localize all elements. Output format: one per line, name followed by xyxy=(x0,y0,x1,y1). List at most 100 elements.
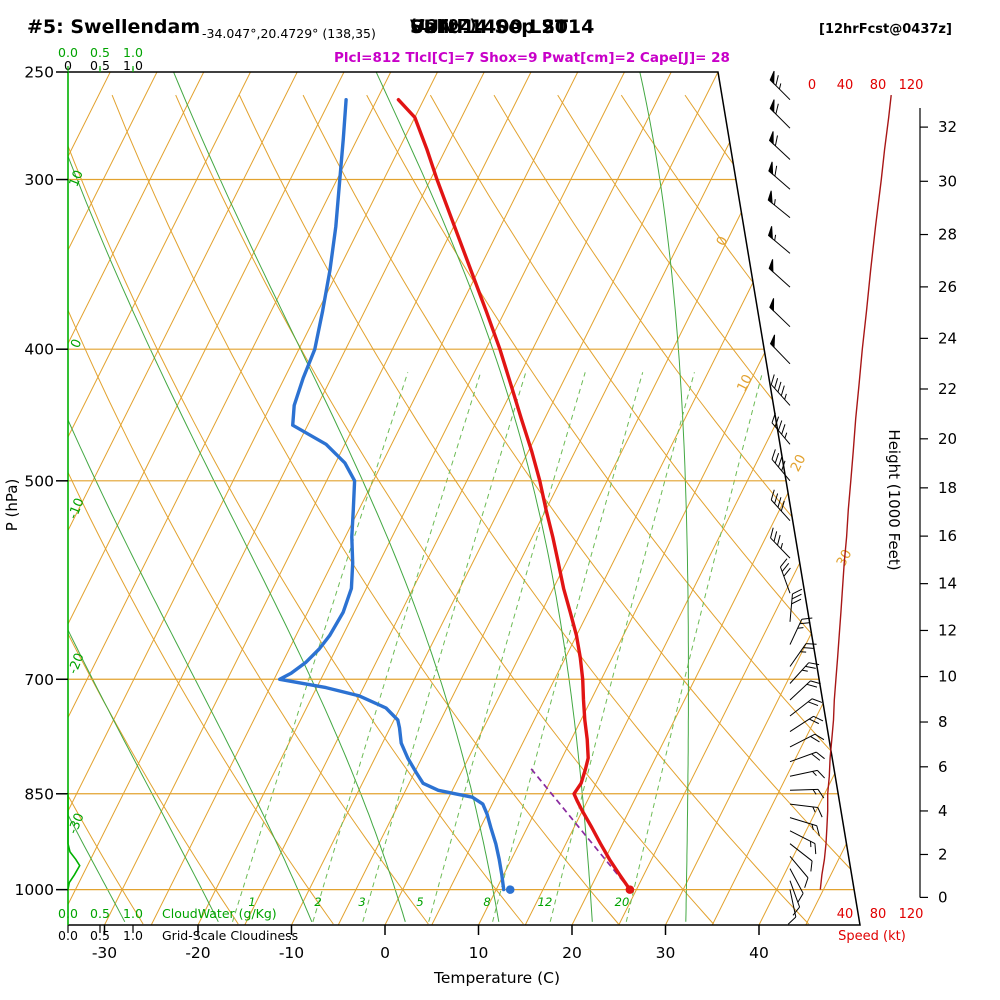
cloudiness-scale-bottom: 0.0 xyxy=(58,928,78,943)
temp-tick-label: 30 xyxy=(656,944,676,962)
wind-barb xyxy=(770,374,791,406)
speed-tick-bottom: 120 xyxy=(899,907,924,922)
wind-barb xyxy=(789,698,823,717)
wind-barb xyxy=(771,412,791,445)
cloudwater-scale-top: 0.0 xyxy=(58,45,78,60)
isotherm-line xyxy=(68,72,251,925)
moist-adiabat-line xyxy=(68,72,406,922)
speed-tick-bottom: 40 xyxy=(837,907,854,922)
wind-barbs xyxy=(767,70,826,925)
temp-tick-label: 10 xyxy=(469,944,489,962)
height-tick-label: 4 xyxy=(938,802,948,820)
moist-adiabat-label: -20 xyxy=(66,651,88,676)
wind-barb xyxy=(768,131,791,160)
dry-adiabat-line xyxy=(684,94,860,925)
height-tick-label: 30 xyxy=(938,172,957,190)
pressure-tick-label: 400 xyxy=(24,341,54,359)
height-tick-label: 24 xyxy=(938,329,957,347)
pressure-tick-label: 850 xyxy=(24,785,54,803)
dry-adiabat-line xyxy=(238,94,809,925)
wind-barb xyxy=(789,843,813,872)
height-tick-label: 6 xyxy=(938,758,948,776)
height-tick-label: 28 xyxy=(938,226,957,244)
isotherm-label: 20 xyxy=(787,452,809,475)
height-tick-label: 14 xyxy=(938,575,957,593)
mixing-ratio-line xyxy=(312,372,482,922)
dry-adiabat-line xyxy=(940,95,1000,924)
wind-barb xyxy=(789,680,821,701)
wind-barb xyxy=(768,161,791,190)
wind-barb xyxy=(789,588,803,622)
mixing-ratio-label: 20 xyxy=(615,895,630,909)
height-tick-label: 16 xyxy=(938,527,957,545)
wind-barb xyxy=(769,99,791,129)
mixing-ratio-label: 2 xyxy=(314,895,321,909)
wind-barb xyxy=(789,769,826,779)
wind-speed-trace xyxy=(819,95,892,890)
dry-adiabat-line xyxy=(429,94,860,925)
pressure-axis-title: P (hPa) xyxy=(3,479,21,532)
mixing-ratio-line xyxy=(625,372,763,922)
isotherm-line xyxy=(524,72,860,925)
mixing-ratio-label: 1 xyxy=(248,895,255,909)
wind-barb xyxy=(767,190,791,218)
trace-layer xyxy=(278,98,632,892)
isotherm-line xyxy=(711,72,860,925)
cloudwater-scale-top: 0.5 xyxy=(90,45,110,60)
speed-tick-top: 120 xyxy=(899,78,924,93)
mixing-ratio-line xyxy=(428,372,586,922)
temp-tick-label: 0 xyxy=(380,944,390,962)
isotherm-line xyxy=(571,72,860,925)
moist-adiabat-label: 0 xyxy=(68,337,85,350)
pressure-axis: 250 300 400 500 700 850 1000 P (hPa) xyxy=(3,64,68,899)
temp-axis-title: Temperature (C) xyxy=(433,969,560,987)
wind-barb xyxy=(789,715,824,733)
wind-barb xyxy=(769,334,791,365)
speed-scale: 0 40 80 120 40 80 120 Speed (kt) xyxy=(808,78,924,944)
isotherm-line xyxy=(337,72,766,925)
height-tick-label: 10 xyxy=(938,668,957,686)
isotherm-line xyxy=(68,72,205,925)
isotherm-line xyxy=(68,72,485,925)
height-tick-label: 2 xyxy=(938,845,948,863)
pressure-tick-label: 700 xyxy=(24,671,54,689)
surface-dewpoint-dot xyxy=(505,885,515,894)
mixing-ratio-label: 12 xyxy=(538,895,553,909)
cloudiness-scale-bottom: 0.5 xyxy=(90,928,110,943)
mixing-ratio-line xyxy=(362,372,527,922)
speed-tick-top: 0 xyxy=(808,78,816,93)
isotherm-line xyxy=(431,72,859,925)
cloudiness-scale-top: 0 xyxy=(64,58,72,73)
height-tick-label: 12 xyxy=(938,621,957,639)
surface-temperature-dot xyxy=(625,885,635,894)
isotherm-line xyxy=(68,72,345,925)
cloudwater-trace xyxy=(67,793,81,890)
wind-barb xyxy=(789,788,825,799)
mixing-ratio-line xyxy=(549,372,695,922)
moist-adiabat-label: -30 xyxy=(66,811,88,836)
height-tick-label: 18 xyxy=(938,479,957,497)
wind-barb xyxy=(789,643,817,667)
valid-lst: Valid 1400 LST xyxy=(410,16,568,38)
wind-barb xyxy=(789,880,801,916)
speed-tick-top: 80 xyxy=(870,78,887,93)
dewpoint-trace xyxy=(278,98,506,892)
isotherm-line xyxy=(618,72,860,925)
dry-adiabat-line xyxy=(302,94,860,925)
isotherm-label: 0 xyxy=(713,234,731,249)
wind-barb xyxy=(767,226,791,254)
height-axis-title: Height (1000 Feet) xyxy=(885,429,903,570)
dry-adiabat-line xyxy=(366,94,860,925)
cloudwater-scale-bottom: 0.5 xyxy=(90,906,110,921)
temp-tick-label: -30 xyxy=(92,944,117,962)
speed-axis-title: Speed (kt) xyxy=(838,929,906,944)
cloudiness-scale-bottom: 1.0 xyxy=(123,928,143,943)
isotherm-line xyxy=(68,72,298,925)
wind-barb xyxy=(789,855,809,888)
station-title: #5: Swellendam xyxy=(27,16,201,38)
wind-barb xyxy=(789,733,825,748)
cloudwater-scale-top: 1.0 xyxy=(123,45,143,60)
